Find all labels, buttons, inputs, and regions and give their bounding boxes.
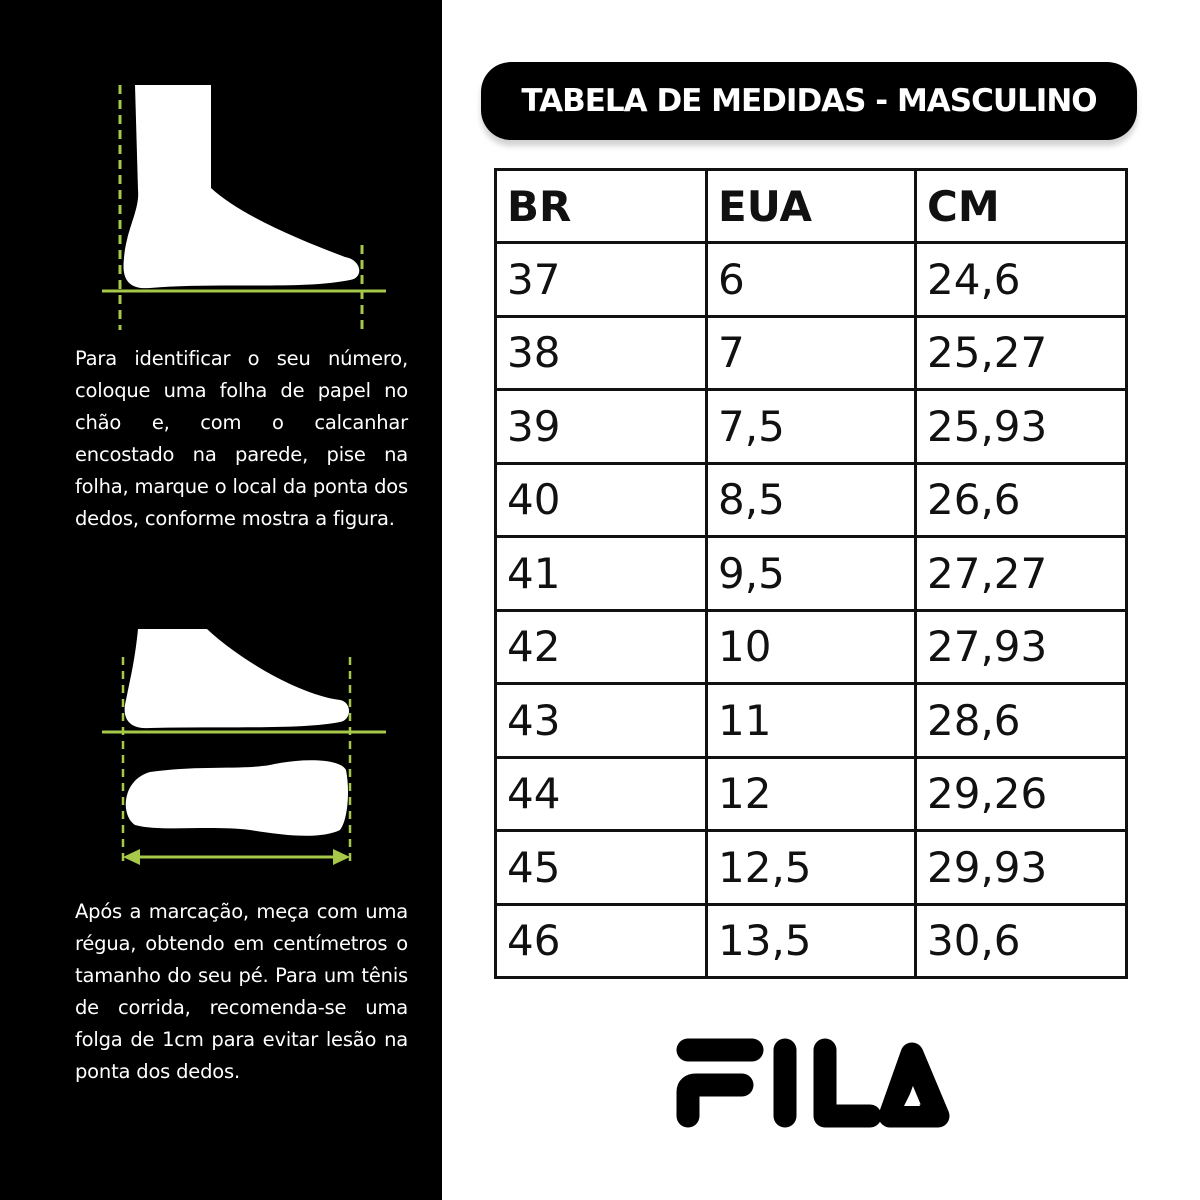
table-row: 45 12,5 29,93 [494, 829, 1128, 906]
cell-eua: 9,5 [705, 535, 917, 612]
cell-cm: 27,27 [914, 535, 1128, 612]
cell-cm: 27,93 [914, 608, 1128, 685]
fila-logo [676, 1038, 950, 1128]
cell-br: 44 [494, 755, 708, 832]
table-row: 41 9,5 27,27 [494, 535, 1128, 612]
foot-illustrations [102, 85, 386, 865]
column-header-eua: EUA [705, 168, 917, 244]
table-row: 39 7,5 25,93 [494, 388, 1128, 465]
title-banner: TABELA DE MEDIDAS - MASCULINO [481, 62, 1137, 140]
cell-br: 37 [494, 241, 708, 318]
cell-br: 45 [494, 829, 708, 906]
cell-eua: 12 [705, 755, 917, 832]
cell-cm: 29,93 [914, 829, 1128, 906]
cell-cm: 25,27 [914, 314, 1128, 391]
cell-eua: 8,5 [705, 461, 917, 538]
cell-cm: 29,26 [914, 755, 1128, 832]
instruction-step-1: Para identificar o seu número, coloque u… [75, 347, 408, 530]
table-row: 38 7 25,27 [494, 314, 1128, 391]
cell-eua: 6 [705, 241, 917, 318]
cell-cm: 24,6 [914, 241, 1128, 318]
cell-cm: 25,93 [914, 388, 1128, 465]
column-header-cm: CM [914, 168, 1128, 244]
cell-eua: 7 [705, 314, 917, 391]
cell-eua: 13,5 [705, 902, 917, 979]
cell-br: 43 [494, 682, 708, 759]
cell-eua: 11 [705, 682, 917, 759]
cell-br: 38 [494, 314, 708, 391]
cell-cm: 30,6 [914, 902, 1128, 979]
cell-cm: 26,6 [914, 461, 1128, 538]
table-row: 44 12 29,26 [494, 755, 1128, 832]
table-row: 37 6 24,6 [494, 241, 1128, 318]
cell-eua: 12,5 [705, 829, 917, 906]
cell-br: 39 [494, 388, 708, 465]
size-table: BR EUA CM 37 6 24,6 38 7 25,27 39 7,5 25,93 40 8,5… [494, 168, 1128, 979]
cell-eua: 7,5 [705, 388, 917, 465]
instructions-panel: Para identificar o seu número, coloque u… [0, 0, 442, 1200]
foot-measure-icon [102, 629, 386, 865]
cell-br: 42 [494, 608, 708, 685]
page-title: TABELA DE MEDIDAS - MASCULINO [521, 83, 1097, 119]
cell-eua: 10 [705, 608, 917, 685]
table-row: 46 13,5 30,6 [494, 902, 1128, 979]
cell-br: 40 [494, 461, 708, 538]
table-row: 40 8,5 26,6 [494, 461, 1128, 538]
table-row: 43 11 28,6 [494, 682, 1128, 759]
cell-cm: 28,6 [914, 682, 1128, 759]
foot-side-view-icon [102, 85, 386, 332]
table-row: 42 10 27,93 [494, 608, 1128, 685]
column-header-br: BR [494, 168, 708, 244]
table-header-row: BR EUA CM [494, 168, 1128, 244]
cell-br: 46 [494, 902, 708, 979]
cell-br: 41 [494, 535, 708, 612]
instruction-step-2: Após a marcação, meça com uma régua, obt… [75, 900, 408, 1083]
